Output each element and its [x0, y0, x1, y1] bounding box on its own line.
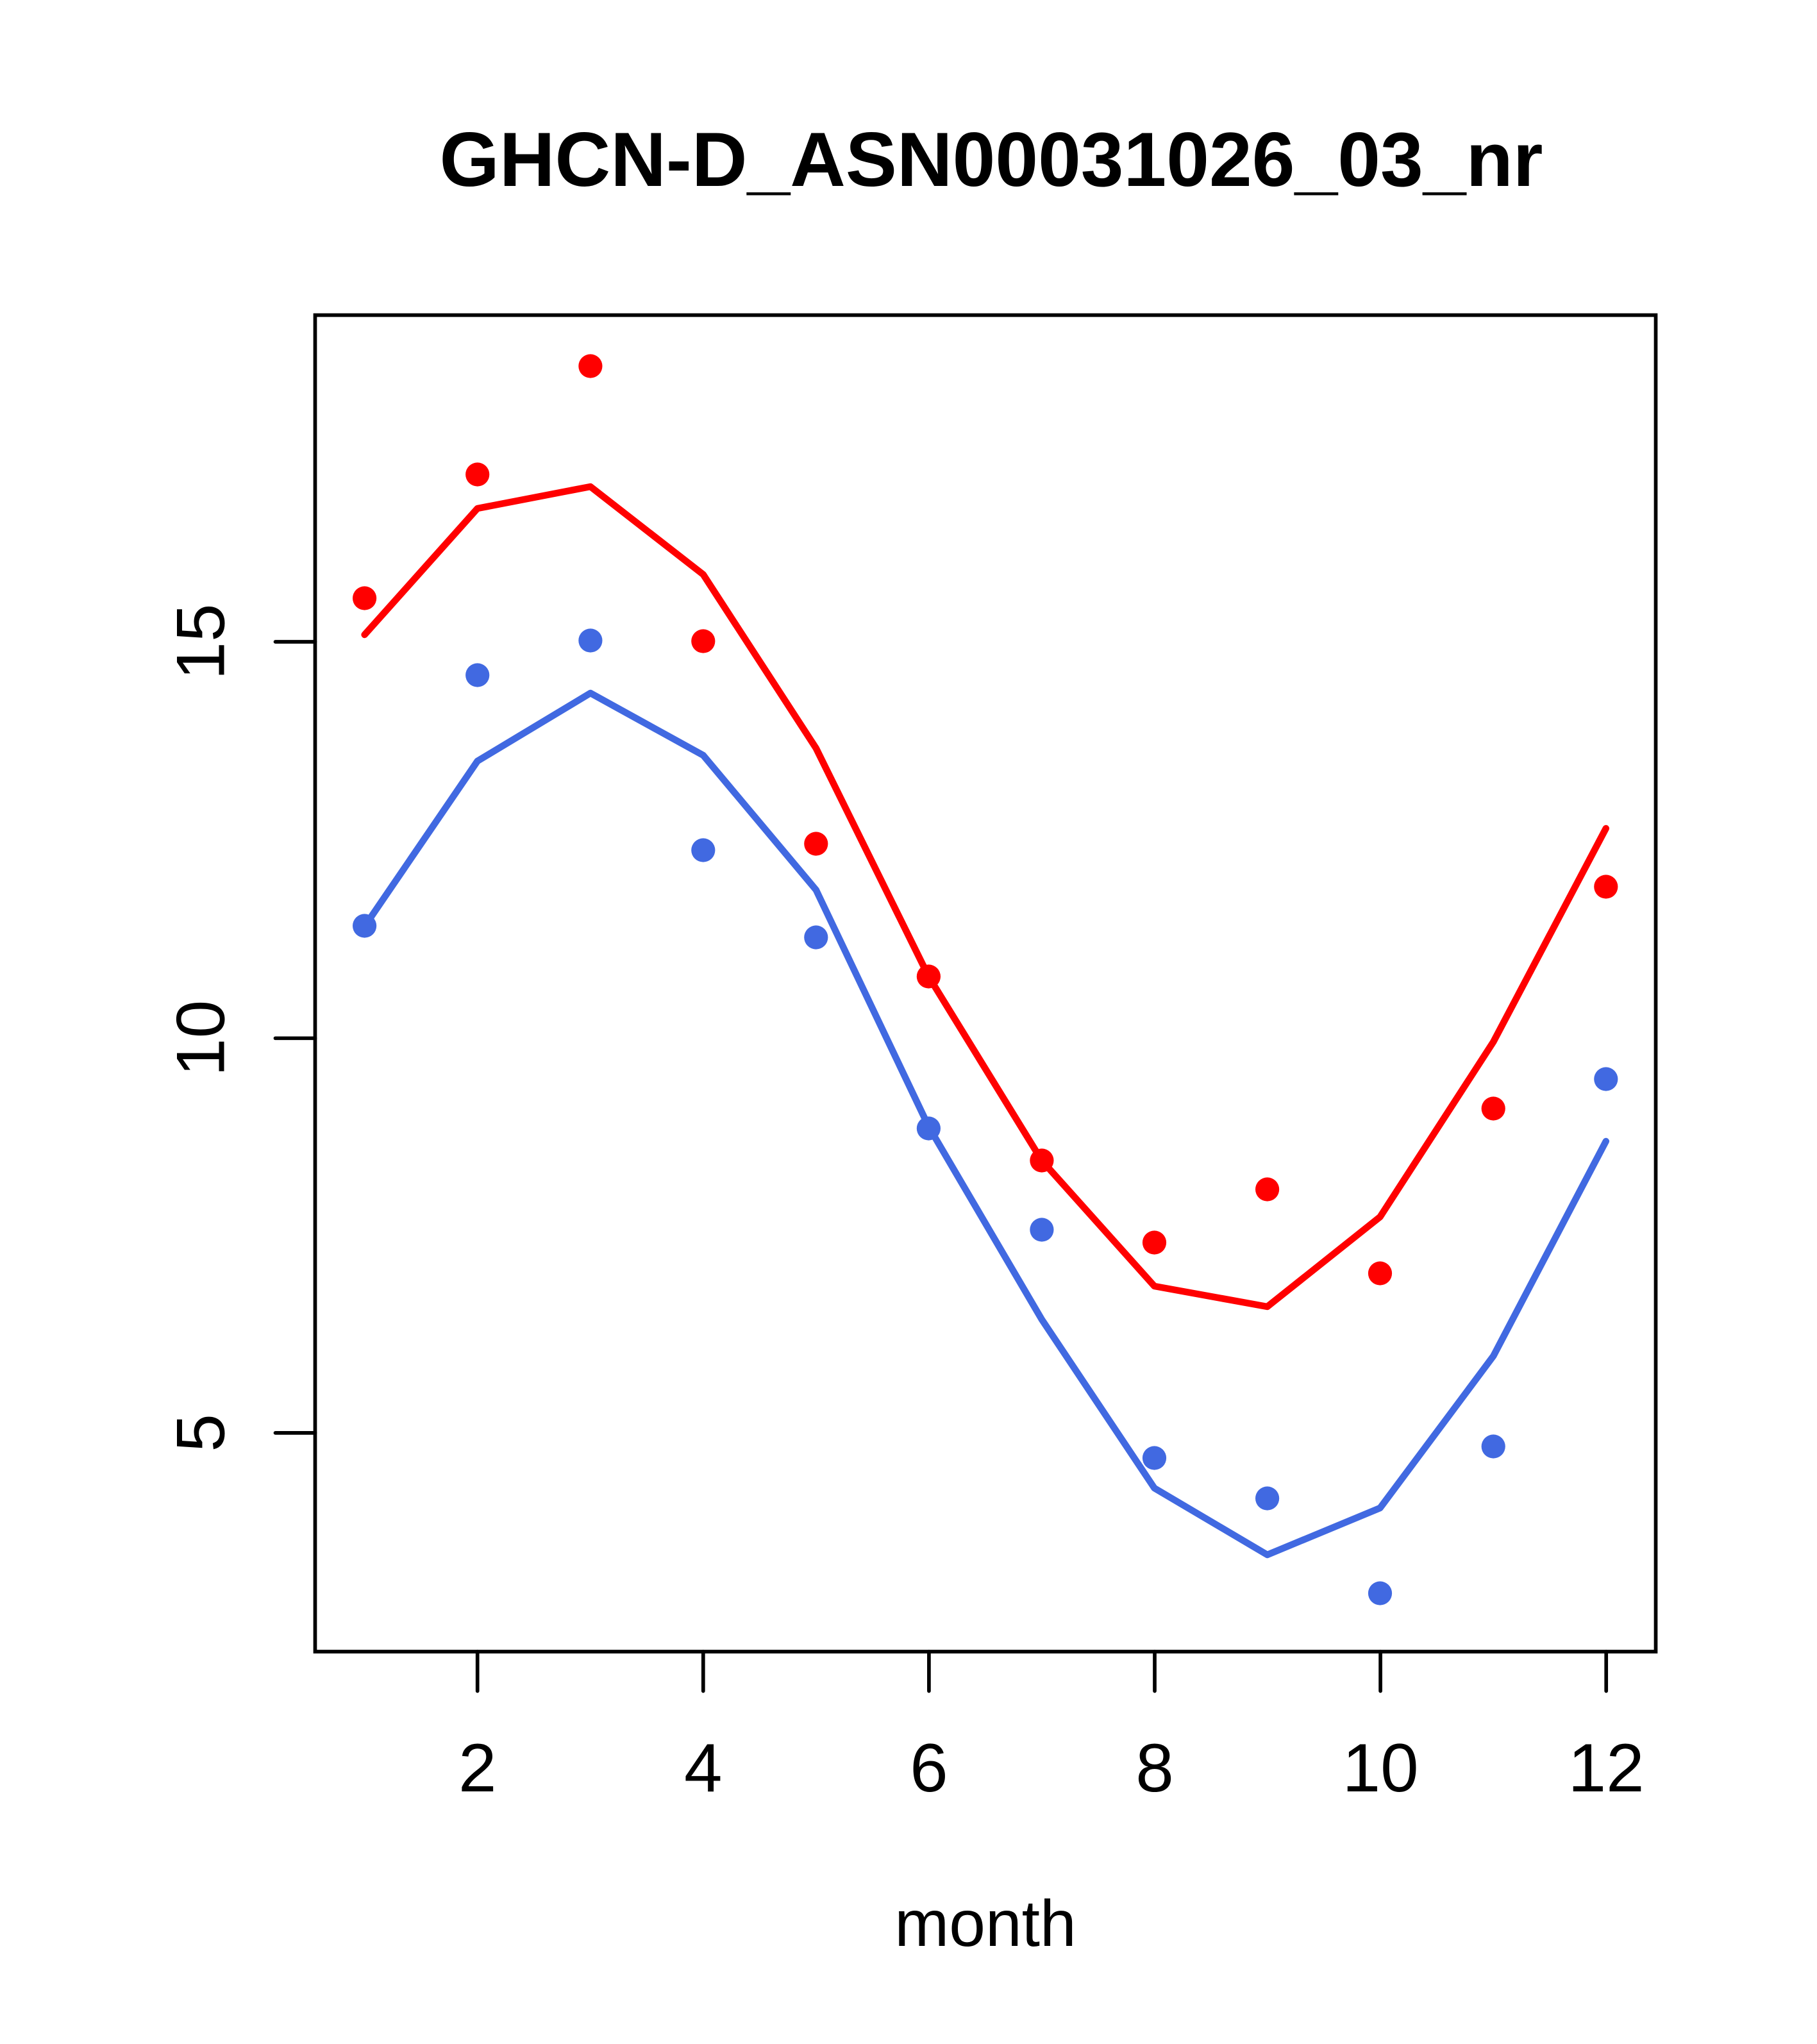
svg-text:10: 10: [1343, 1729, 1419, 1806]
svg-text:4: 4: [684, 1729, 723, 1806]
svg-text:8: 8: [1135, 1729, 1174, 1806]
svg-text:10: 10: [162, 1000, 239, 1076]
svg-text:GHCN-D_ASN00031026_03_nr: GHCN-D_ASN00031026_03_nr: [440, 117, 1543, 203]
svg-text:5: 5: [162, 1414, 239, 1452]
svg-text:6: 6: [910, 1729, 948, 1806]
svg-text:12: 12: [1568, 1729, 1645, 1806]
svg-text:month: month: [894, 1887, 1076, 1960]
svg-text:2: 2: [458, 1729, 497, 1806]
svg-text:15: 15: [162, 603, 239, 680]
